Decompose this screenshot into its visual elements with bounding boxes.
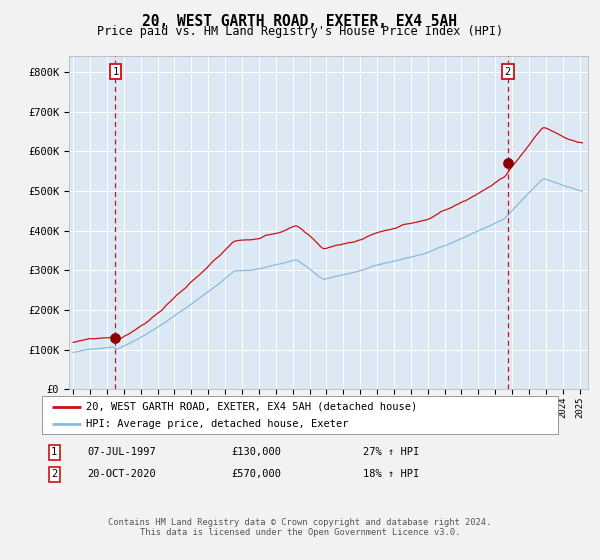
Text: £570,000: £570,000: [231, 469, 281, 479]
Text: 20, WEST GARTH ROAD, EXETER, EX4 5AH: 20, WEST GARTH ROAD, EXETER, EX4 5AH: [143, 14, 458, 29]
Text: 27% ↑ HPI: 27% ↑ HPI: [363, 447, 419, 458]
Text: Contains HM Land Registry data © Crown copyright and database right 2024.
This d: Contains HM Land Registry data © Crown c…: [109, 518, 491, 538]
Text: 2: 2: [505, 67, 511, 77]
Text: 07-JUL-1997: 07-JUL-1997: [87, 447, 156, 458]
Text: 20-OCT-2020: 20-OCT-2020: [87, 469, 156, 479]
Text: 2: 2: [51, 469, 57, 479]
Point: [110, 333, 120, 342]
Text: £130,000: £130,000: [231, 447, 281, 458]
Text: HPI: Average price, detached house, Exeter: HPI: Average price, detached house, Exet…: [86, 419, 349, 430]
Text: 20, WEST GARTH ROAD, EXETER, EX4 5AH (detached house): 20, WEST GARTH ROAD, EXETER, EX4 5AH (de…: [86, 402, 417, 412]
Text: 18% ↑ HPI: 18% ↑ HPI: [363, 469, 419, 479]
Text: Price paid vs. HM Land Registry's House Price Index (HPI): Price paid vs. HM Land Registry's House …: [97, 25, 503, 38]
Text: 1: 1: [112, 67, 119, 77]
Text: 1: 1: [51, 447, 57, 458]
Point: [503, 158, 512, 167]
